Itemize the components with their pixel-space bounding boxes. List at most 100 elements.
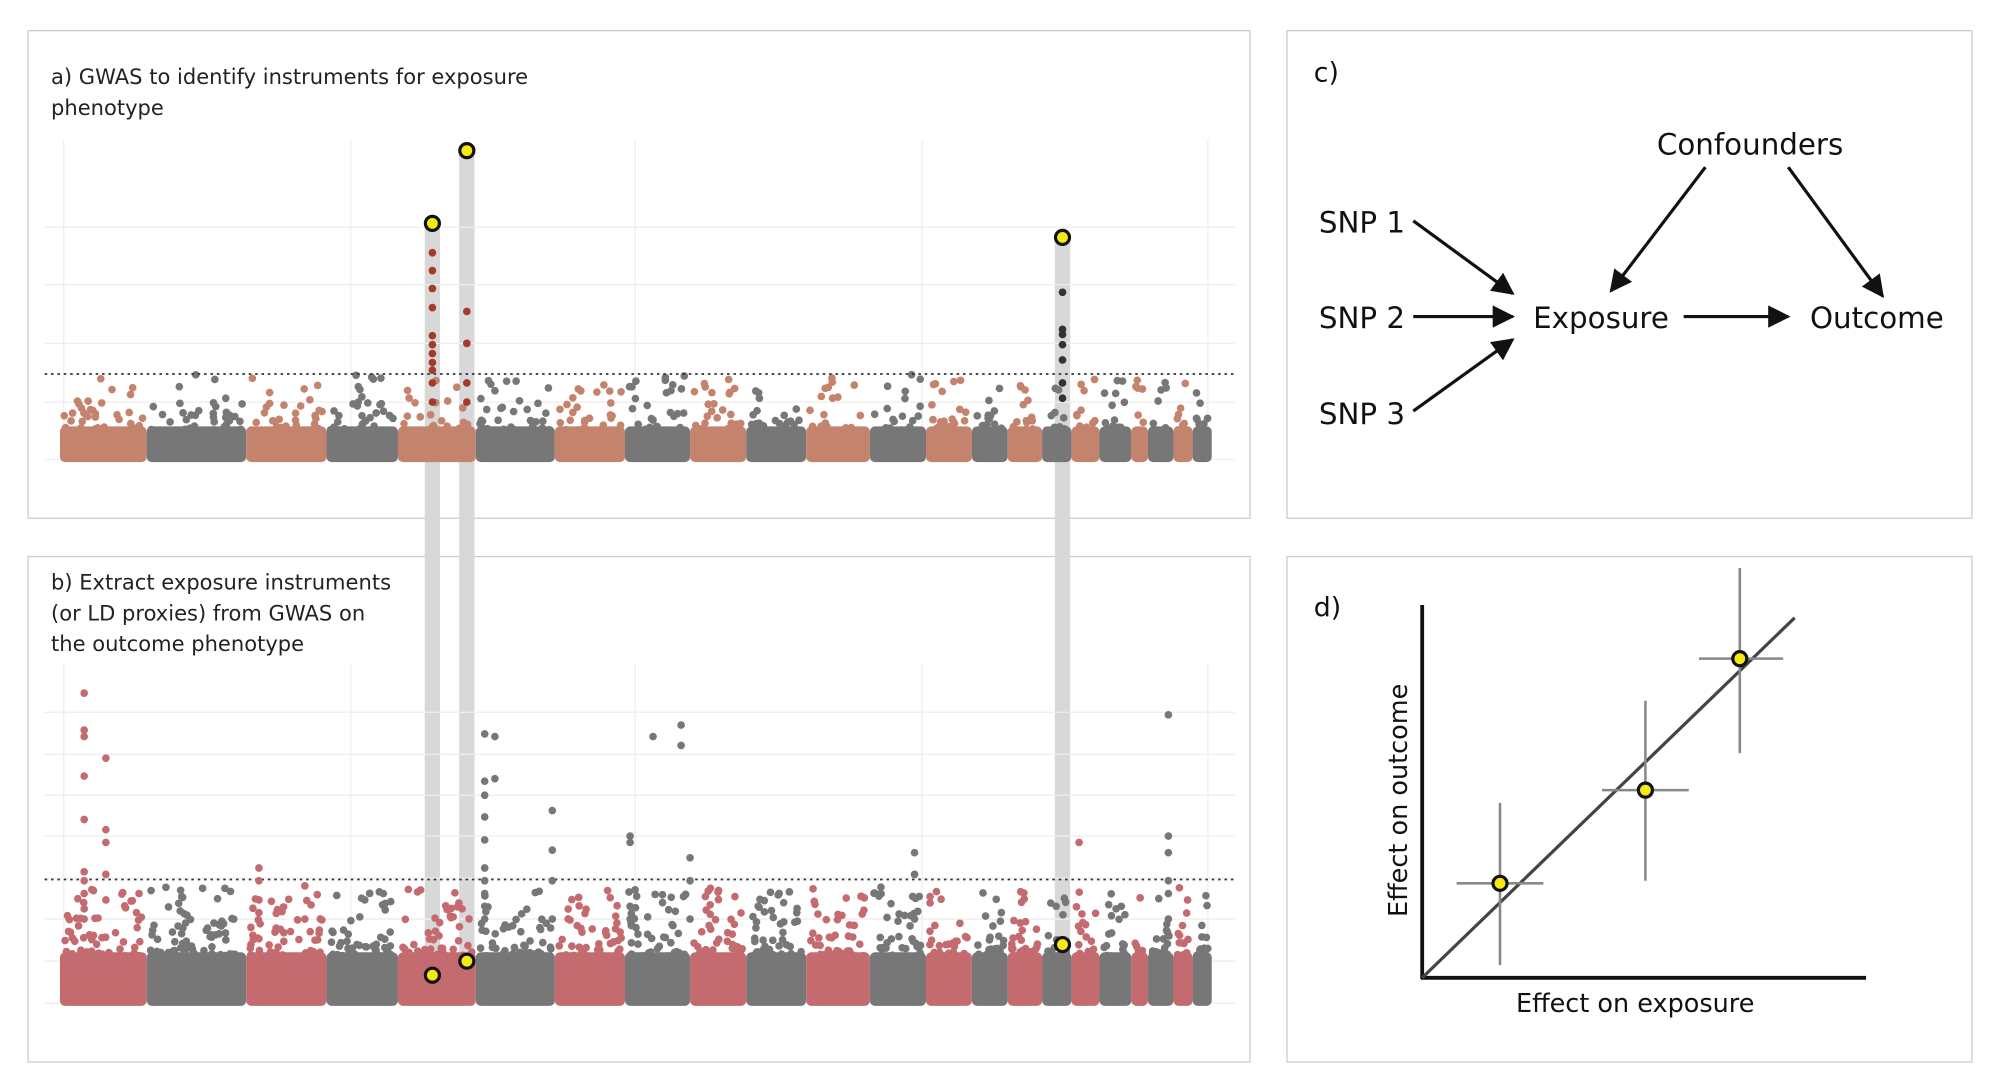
snp [1016,919,1025,927]
snp [1178,421,1187,430]
snp [443,397,452,405]
snp [756,895,764,904]
snp [379,407,388,416]
snp [246,953,254,962]
snp [280,937,288,946]
snp [894,917,902,926]
snp [942,940,950,949]
snp [1121,950,1129,959]
snp [912,952,921,961]
snp [286,927,295,936]
snp [632,923,640,932]
snp [649,425,657,434]
snp [1160,944,1169,952]
snp [248,374,257,383]
snp [179,409,187,417]
snp [749,912,757,921]
snp [780,411,789,420]
snp [61,423,70,432]
snp [931,921,939,930]
snp [101,427,109,435]
snp [1100,943,1108,952]
snp [569,393,577,402]
snp [137,913,146,921]
snp [293,916,302,924]
chromosome-block [146,426,247,463]
snp [941,952,950,961]
snp [932,887,941,896]
snp [447,904,456,913]
snp [84,397,92,405]
snp [284,895,293,904]
snp [327,938,336,947]
snp [265,941,273,949]
snp [1118,940,1127,948]
snp [634,930,642,938]
snp [509,407,518,416]
snp [690,387,699,396]
snp [480,902,489,911]
snp [690,939,698,947]
snp [957,427,965,436]
snp [990,420,999,429]
snp [816,941,824,950]
instrument-snp [423,966,442,984]
snp [68,409,77,417]
snp [428,340,437,349]
snp [73,894,82,903]
snp [671,907,680,916]
snp [848,933,857,941]
snp [992,953,1001,961]
snp [855,940,864,949]
snp [313,935,322,944]
snp [937,895,945,904]
snp [909,937,917,945]
snp [271,928,279,936]
snp [352,371,360,380]
snp [643,930,652,939]
snp [814,910,822,918]
snp [768,936,777,945]
node-label: SNP 2 [1319,301,1405,335]
snp [894,426,903,435]
snp [1150,953,1159,962]
snp [80,772,89,780]
snp [669,426,678,435]
snp [238,400,246,408]
snp [537,949,545,958]
snp [108,953,117,962]
snp [686,876,694,885]
snp [482,405,491,414]
snp [1078,910,1086,918]
snp [1007,427,1016,435]
snp [545,426,554,434]
caption-line: (or LD proxies) from GWAS on [51,600,365,625]
snp [459,404,467,412]
snp [1138,385,1147,393]
snp [306,927,315,936]
snp [755,903,763,911]
snp [166,418,174,426]
instrument-snp [1053,935,1072,954]
chromosome-block [59,426,147,463]
snp [1058,379,1067,387]
snp [626,902,634,911]
snp [177,426,185,435]
snp [1090,375,1099,384]
snp [291,409,300,418]
snp [674,929,683,938]
snp [1016,381,1025,390]
snp [211,375,219,384]
snp [480,791,489,800]
snp [652,953,660,962]
snp [870,410,879,419]
snp [269,427,278,436]
snp [813,953,821,962]
snp [795,416,803,425]
snp [115,415,123,424]
snp [638,951,647,960]
snp [1013,418,1021,426]
snp [315,952,324,961]
snp [573,921,582,930]
snp [887,935,896,943]
